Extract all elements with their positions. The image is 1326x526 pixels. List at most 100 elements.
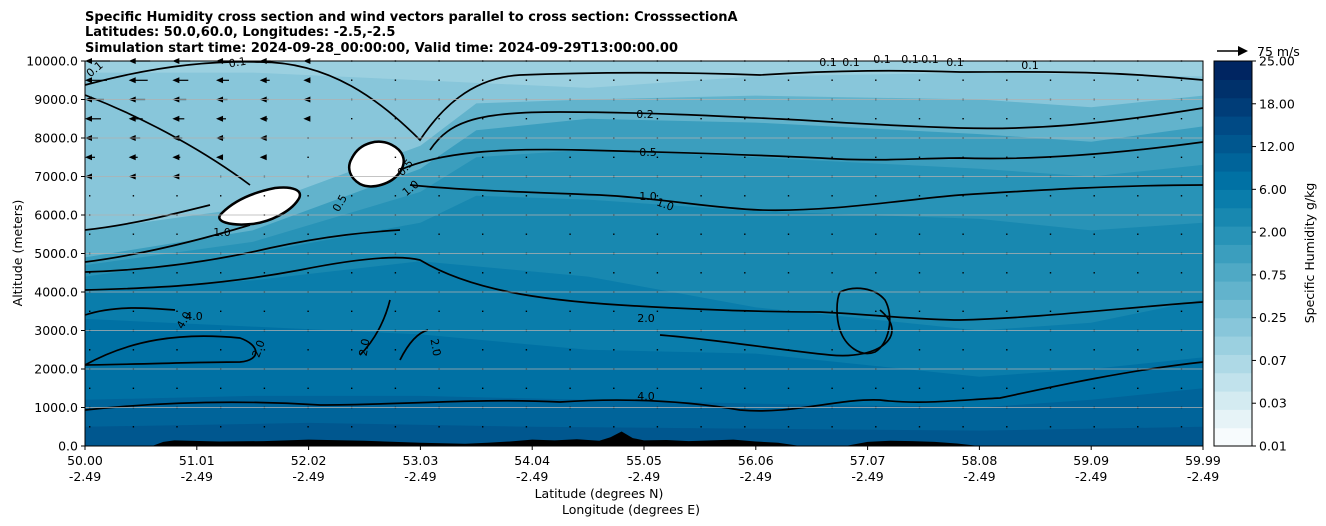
x-tick-label-lat: 57.07	[850, 453, 886, 468]
wind-vector-dot	[1049, 310, 1052, 312]
wind-vector-dot	[1137, 195, 1139, 197]
x-tick-label-lat: 55.05	[626, 453, 662, 468]
contour-label: 2.0	[637, 312, 655, 325]
contour-label: 0.1	[842, 56, 860, 69]
colorbar-swatch	[1214, 354, 1252, 374]
wind-vector-dot	[176, 349, 178, 351]
wind-vector-dot	[220, 426, 222, 428]
wind-vector-dot	[962, 310, 964, 312]
colorbar-tick-label: 18.00	[1259, 96, 1295, 111]
wind-vector-dot	[394, 426, 397, 428]
wind-vector-dot	[918, 349, 921, 351]
plot-area: 0.1 0.1 0.1 0.1 0.1 0.1 0.1 0.1 0.10.20.50.50.5 1…	[84, 53, 1204, 447]
wind-vector-dot	[656, 349, 659, 351]
wind-vector-dot	[613, 118, 615, 120]
wind-vector-dot	[962, 118, 964, 120]
wind-vector-dot	[918, 118, 921, 120]
wind-vector-dot	[569, 272, 571, 274]
wind-vector-dot	[132, 426, 135, 428]
wind-vector-dot	[656, 233, 659, 235]
wind-vector-dot	[918, 233, 921, 235]
x-tick-label-lat: 59.09	[1073, 453, 1109, 468]
colorbar-swatch	[1214, 226, 1252, 245]
x-tick-label-lon: -2.49	[404, 469, 436, 484]
wind-vector-dot	[351, 79, 353, 81]
wind-vector-dot	[1049, 387, 1052, 389]
wind-vector-dot	[1137, 387, 1139, 389]
wind-vector-dot	[744, 310, 746, 312]
y-tick-label: 7000.0	[34, 169, 78, 184]
wind-vector-dot	[394, 233, 397, 235]
wind-vector-head	[216, 154, 224, 161]
wind-vector-dot	[263, 310, 266, 312]
colorbar-ticks: 0.01 0.03 0.07 0.25 0.75 2.00 6.00 12.00 18.00 25…	[1252, 54, 1295, 454]
x-tick-label-lon: -2.49	[963, 469, 995, 484]
wind-vector-dot	[525, 79, 528, 81]
wind-vector-dot	[1006, 387, 1008, 389]
wind-vector-dot	[220, 310, 222, 312]
humidity-contours	[84, 60, 1204, 412]
x-tick-label-lat: 59.99	[1185, 453, 1221, 468]
colorbar-swatch	[1214, 134, 1252, 154]
wind-vector-dot	[525, 156, 528, 158]
wind-vector-dot	[1137, 426, 1139, 428]
x-axis-label-lat: Latitude (degrees N)	[535, 486, 664, 501]
wind-vector-dot	[613, 426, 615, 428]
colorbar-swatch	[1214, 299, 1252, 319]
wind-vector-head	[259, 77, 267, 84]
y-tick-label: 0.0	[58, 439, 78, 454]
wind-vector-dot	[438, 195, 440, 197]
wind-vector-dot	[1180, 387, 1183, 389]
contour-label: 1.0	[639, 190, 657, 203]
wind-vector-dot	[438, 233, 440, 235]
wind-vector-dot	[132, 195, 135, 197]
wind-vector-dot	[351, 387, 353, 389]
wind-vector-dot	[1049, 195, 1052, 197]
wind-vector-head	[85, 115, 92, 122]
wind-vector-dot	[569, 233, 571, 235]
y-axis: 0.0 1000.0 2000.0 3000.0 4000.0 5000.0 6000.0 7…	[26, 54, 85, 454]
wind-vector-dot	[1093, 349, 1095, 351]
x-tick-label-lon: -2.49	[851, 469, 883, 484]
wind-vector-dot	[89, 426, 91, 428]
wind-vector-dot	[220, 272, 222, 274]
wind-vector-dot	[875, 118, 877, 120]
title-line-3: Simulation start time: 2024-09-28_00:00:…	[85, 41, 678, 56]
contour-label: 0.1	[819, 56, 837, 69]
colorbar-tick-label: 0.07	[1259, 353, 1287, 368]
y-tick-label: 8000.0	[34, 131, 78, 146]
terrain-fill	[85, 431, 1203, 446]
wind-vector-dot	[787, 156, 790, 158]
wind-vector-dot	[525, 195, 528, 197]
colorbar-swatch	[1214, 372, 1252, 392]
wind-vector-dot	[1137, 310, 1139, 312]
wind-vector-dot	[613, 195, 615, 197]
wind-vector-dot	[351, 118, 353, 120]
wind-vector-dot	[700, 426, 702, 428]
wind-vector-dot	[263, 349, 266, 351]
wind-vector-dot	[875, 233, 877, 235]
contour-0.1	[84, 60, 1204, 142]
x-tick-label-lon: -2.49	[740, 469, 772, 484]
wind-vector-dot	[744, 156, 746, 158]
wind-vector-dot	[962, 272, 964, 274]
wind-vector-dot	[875, 156, 877, 158]
wind-vector-dot	[394, 387, 397, 389]
x-tick-label-lon: -2.49	[1187, 469, 1219, 484]
wind-vector-dot	[1093, 310, 1095, 312]
wind-vector-dot	[482, 310, 484, 312]
y-tick-label: 10000.0	[26, 54, 78, 69]
wind-vector-dot	[831, 310, 833, 312]
wind-vector-dot	[482, 79, 484, 81]
wind-vector-dot	[132, 349, 135, 351]
x-tick-label-lat: 50.00	[67, 453, 103, 468]
wind-vector-dot	[351, 272, 353, 274]
wind-vector-dot	[787, 272, 790, 274]
wind-vector-dot	[89, 387, 91, 389]
title-line-2: Latitudes: 50.0,60.0, Longitudes: -2.5,-…	[85, 25, 395, 40]
wind-vector-dot	[744, 233, 746, 235]
wind-vector-dot	[1006, 195, 1008, 197]
wind-vector-dot	[263, 426, 266, 428]
wind-vector-dot	[787, 195, 790, 197]
wind-vector-dot	[394, 79, 397, 81]
